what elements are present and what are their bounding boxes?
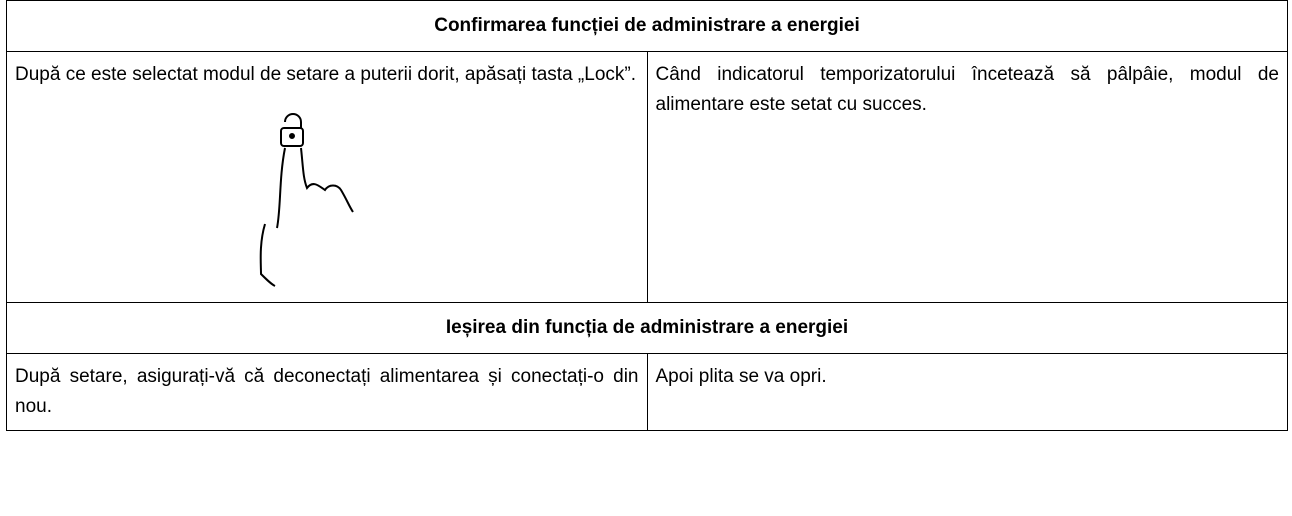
cell: După ce este selectat modul de setare a … <box>6 51 648 303</box>
lock-icon <box>259 113 354 287</box>
cell: După setare, asigurați-vă că deconectați… <box>6 353 648 431</box>
table: Confirmarea funcției de administrare a e… <box>6 0 1288 431</box>
section-title: Ieșirea din funcția de administrare a en… <box>6 302 1288 354</box>
section-title: Confirmarea funcției de administrare a e… <box>6 0 1288 52</box>
cell: Apoi plita se va opri. <box>646 353 1288 431</box>
cell: Când indicatorul temporizatorului încete… <box>646 51 1288 303</box>
text: După ce este selectat modul de setare a … <box>15 64 636 85</box>
